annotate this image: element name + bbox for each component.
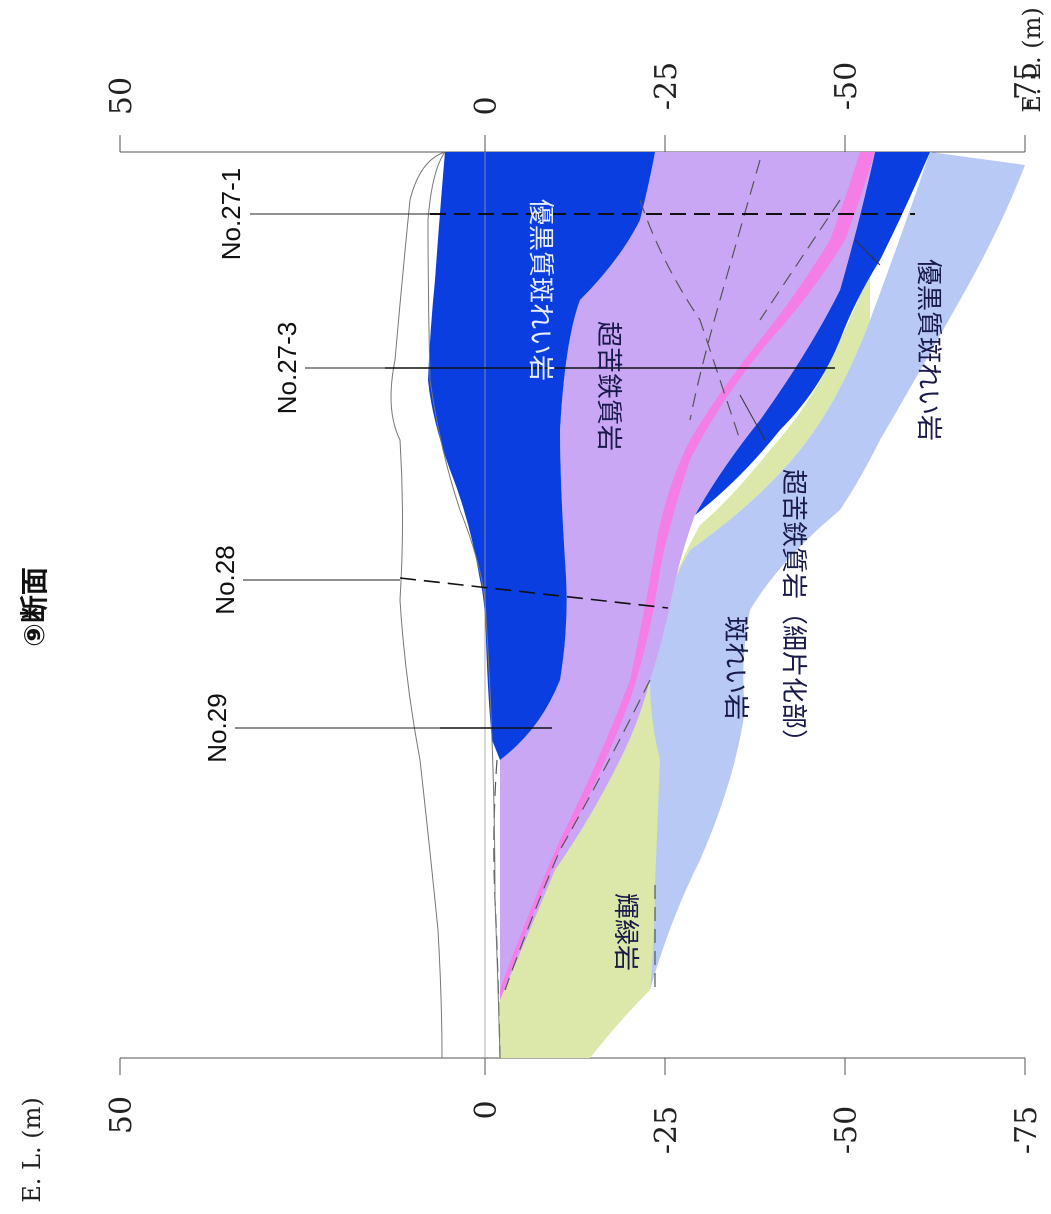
borehole-no29: No.29 [202, 693, 552, 763]
ground-surface [390, 151, 501, 1059]
borehole-no27-1: No.27-1 [216, 168, 915, 261]
borehole-no27-3: No.27-3 [272, 322, 835, 415]
top-tick-label-m75: -75 [1009, 62, 1044, 110]
unit-gabbro [650, 152, 1025, 990]
leader-ultramafic-sheared [739, 394, 766, 441]
bottom-tick-label-0: 0 [469, 1100, 504, 1119]
contact-line-1 [639, 199, 741, 441]
bottom-tick-label-m25: -25 [649, 1106, 684, 1154]
top-elevation-axis: E. L. (m) 50 0 -25 -50 -75 [104, 7, 1046, 153]
unit-diorite [500, 680, 660, 1058]
section-title: ⑨断面 [18, 567, 51, 647]
label-ultramafic-sheared: 超苦鉄質岩（細片化部） [778, 469, 808, 755]
contact-line-4 [759, 199, 841, 321]
unit-melanocratic-lower [695, 152, 930, 515]
top-tick-label-m25: -25 [649, 62, 684, 110]
label-leaders [739, 239, 881, 441]
unit-ultramafic-sheared [650, 265, 870, 680]
borehole-label-no29: No.29 [202, 693, 232, 762]
contact-line-2 [689, 159, 761, 421]
boreholes: No.27-1 No.27-3 No.28 No.29 [202, 168, 915, 763]
bottom-tick-label-m50: -50 [829, 1106, 864, 1154]
leader-melanocratic-lower [854, 239, 881, 266]
borehole-label-no27-1: No.27-1 [216, 168, 246, 261]
top-tick-label-50: 50 [104, 77, 139, 115]
top-tick-label-0: 0 [469, 96, 504, 115]
bottom-tick-label-50: 50 [104, 1096, 139, 1134]
borehole-trace-no28 [399, 577, 669, 609]
top-axis-label: E. L. (m) [1018, 7, 1046, 112]
label-ultramafic-upper: 超苦鉄質岩 [593, 321, 623, 451]
label-diorite: 輝緑岩 [610, 893, 640, 971]
unit-ultramafic-band [500, 152, 875, 1000]
bottom-axis-label: E. L. (m) [18, 1097, 46, 1202]
bottom-tick-label-m75: -75 [1009, 1106, 1044, 1154]
unit-labels: 優黒質斑れい岩 超苦鉄質岩 輝緑岩 斑れい岩 超苦鉄質岩（細片化部） 優黒質斑れ… [525, 199, 943, 971]
borehole-label-no28: No.28 [210, 545, 240, 614]
bottom-elevation-axis: E. L. (m) 50 0 -25 -50 -75 [18, 1057, 1044, 1203]
borehole-label-no27-3: No.27-3 [272, 322, 302, 415]
top-tick-label-m50: -50 [829, 62, 864, 110]
rock-surface [427, 151, 501, 1059]
label-melanocratic-lower: 優黒質斑れい岩 [913, 259, 943, 441]
topographic-surface [390, 151, 446, 1059]
label-gabbro: 斑れい岩 [720, 616, 750, 720]
label-melanocratic-upper: 優黒質斑れい岩 [525, 199, 555, 381]
borehole-no28: No.28 [210, 545, 669, 615]
contact-line-3 [504, 679, 651, 991]
